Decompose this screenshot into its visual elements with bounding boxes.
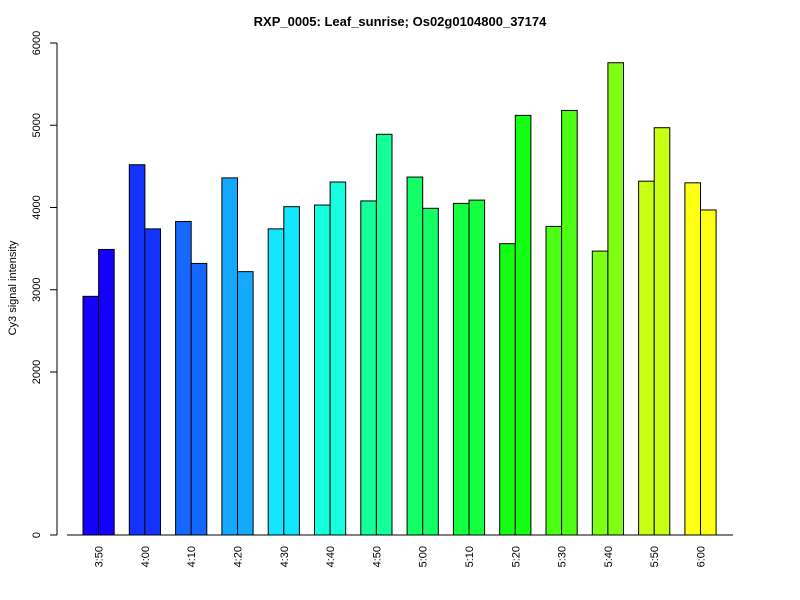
x-tick-label: 3:50 [94, 546, 106, 567]
bar-420-s2 [237, 271, 254, 536]
y-tick-label: 4000 [31, 195, 43, 219]
x-tick-label: 5:50 [649, 546, 661, 567]
x-tick-label: 4:00 [140, 546, 152, 567]
bar-440-s2 [329, 181, 347, 536]
y-tick-label: 0 [31, 532, 43, 538]
x-tick-label: 4:30 [279, 546, 291, 567]
bar-500-s1 [406, 176, 424, 536]
x-tick-label: 4:20 [233, 546, 245, 567]
bar-400-s2 [144, 228, 161, 536]
bar-520-s2 [514, 114, 532, 536]
bar-550-s2 [653, 127, 671, 536]
bar-540-s1 [591, 250, 609, 536]
bar-350-s1 [82, 295, 100, 536]
bar-550-s1 [638, 180, 655, 536]
bar-510-s1 [452, 202, 470, 536]
y-tick-label: 3000 [31, 278, 43, 302]
bar-530-s1 [545, 225, 563, 536]
x-axis-tick-labels: 3:50 4:00 4:10 4:20 4:30 4:40 4:50 5:00 5:10 5:20… [94, 546, 708, 567]
x-tick-label: 5:10 [464, 546, 476, 567]
x-tick-label: 4:10 [186, 546, 198, 567]
x-tick-label: 6:00 [696, 546, 708, 567]
bar-430-s2 [283, 206, 300, 536]
bar-430-s1 [267, 228, 285, 536]
x-tick-label: 4:40 [325, 546, 337, 567]
bar-350-s2 [98, 248, 115, 536]
bar-450-s2 [375, 133, 393, 536]
bar-410-s1 [175, 220, 192, 536]
bar-600-s2 [700, 209, 717, 536]
bar-500-s2 [422, 207, 439, 536]
bar-410-s2 [190, 262, 208, 536]
x-tick-label: 5:20 [510, 546, 522, 567]
y-tick-label: 2000 [31, 360, 43, 384]
bar-450-s1 [360, 200, 377, 536]
y-tick-label: 6000 [31, 31, 43, 55]
bar-530-s2 [561, 109, 578, 536]
bar-540-s2 [607, 62, 625, 536]
bar-420-s1 [221, 177, 238, 536]
bar-440-s1 [314, 204, 331, 536]
bars [82, 62, 717, 536]
x-tick-label: 4:50 [371, 546, 383, 567]
bar-520-s1 [499, 243, 516, 536]
chart-title: RXP_0005: Leaf_sunrise; Os02g0104800_371… [253, 14, 547, 29]
x-tick-label: 5:00 [418, 546, 430, 567]
x-tick-label: 5:40 [603, 546, 615, 567]
bar-510-s2 [468, 199, 486, 536]
x-tick-label: 5:30 [557, 546, 569, 567]
y-tick-label: 5000 [31, 113, 43, 137]
bar-400-s1 [128, 164, 146, 536]
bar-600-s1 [684, 182, 702, 536]
